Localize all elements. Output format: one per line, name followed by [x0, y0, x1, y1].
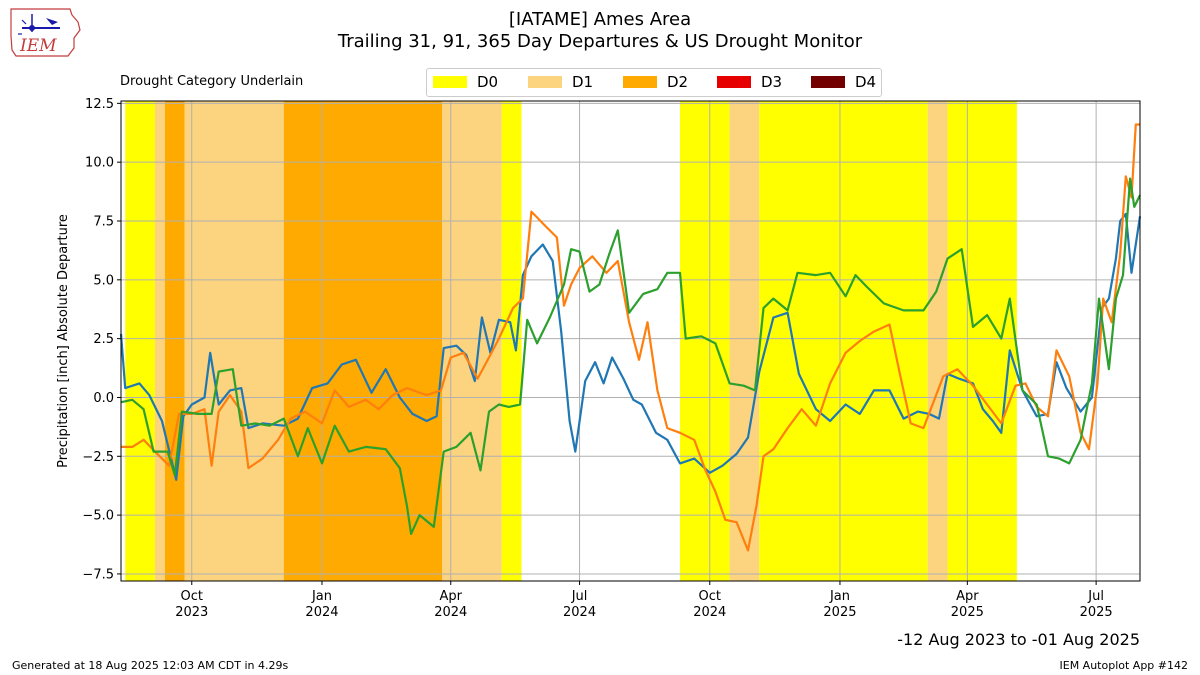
y-tick-label: −5.0	[82, 509, 114, 524]
x-tick-label-month: Jan	[829, 589, 850, 604]
legend-swatch-d0	[433, 76, 467, 88]
x-tick-label-year: 2025	[823, 605, 856, 620]
legend-swatch-d3	[717, 76, 751, 88]
x-tick-label-month: Jul	[1087, 589, 1104, 604]
y-tick-label: 5.0	[93, 273, 114, 288]
x-tick-label-year: 2024	[693, 605, 726, 620]
y-tick-label: 0.0	[93, 391, 114, 406]
x-tick-label-month: Apr	[440, 589, 463, 604]
chart-subtitle: Trailing 31, 91, 365 Day Departures & US…	[337, 31, 863, 52]
drought-band-d0	[501, 101, 522, 581]
underlain-label: Drought Category Underlain	[120, 74, 304, 89]
y-tick-label: 7.5	[93, 215, 114, 230]
x-tick-label-year: 2024	[563, 605, 596, 620]
legend-swatch-d2	[623, 76, 657, 88]
date-range: -12 Aug 2023 to -01 Aug 2025	[897, 630, 1140, 649]
legend-swatch-d4	[811, 76, 845, 88]
legend-label-d4: D4	[855, 73, 877, 91]
series-line-3	[120, 177, 1141, 536]
plot-frame	[120, 100, 1141, 582]
drought-band-d0	[680, 101, 730, 581]
drought-band-d2	[164, 101, 185, 581]
legend: D0 D1 D2 D3 D4	[426, 68, 882, 97]
drought-band-d0	[947, 101, 1017, 581]
drought-band-d1	[154, 101, 165, 581]
x-tick-label-month: Oct	[699, 589, 721, 604]
x-tick-label-year: 2024	[305, 605, 338, 620]
app-id: IEM Autoplot App #142	[1059, 659, 1189, 672]
drought-band-d1	[927, 101, 948, 581]
drought-band-d2	[283, 101, 443, 581]
iem-logo: IEM	[8, 6, 82, 58]
x-tick-label-month: Oct	[181, 589, 203, 604]
drought-bands	[125, 101, 1017, 581]
x-tick-label-month: Apr	[956, 589, 979, 604]
tick-labels: −7.5−5.0−2.50.02.55.07.510.012.5Oct2023J…	[56, 97, 1113, 620]
logo-text: IEM	[19, 36, 57, 56]
generated-note: Generated at 18 Aug 2025 12:03 AM CDT in…	[12, 659, 289, 672]
drought-band-d0	[759, 101, 928, 581]
legend-label-d0: D0	[477, 73, 499, 91]
legend-label-d1: D1	[572, 73, 594, 91]
drought-band-d1	[442, 101, 502, 581]
y-axis-label: Precipitation [inch] Absolute Departure	[56, 214, 71, 468]
y-tick-label: 12.5	[85, 97, 114, 112]
x-tick-label-year: 2023	[175, 605, 208, 620]
x-tick-label-year: 2024	[434, 605, 467, 620]
x-tick-label-month: Jan	[311, 589, 332, 604]
x-tick-label-year: 2025	[1080, 605, 1113, 620]
legend-label-d2: D2	[667, 73, 689, 91]
drought-band-d0	[125, 101, 155, 581]
x-tick-label-month: Jul	[571, 589, 588, 604]
axes	[120, 100, 1141, 582]
grid-lines	[121, 101, 1140, 581]
chart-title: [IATAME] Ames Area	[508, 9, 692, 30]
y-tick-label: −2.5	[82, 450, 114, 465]
y-tick-label: 2.5	[93, 332, 114, 347]
legend-swatch-d1	[528, 76, 562, 88]
legend-label-d3: D3	[761, 73, 783, 91]
y-tick-label: −7.5	[82, 567, 114, 582]
series-lines	[119, 123, 1142, 552]
drought-band-d1	[729, 101, 760, 581]
x-tick-label-year: 2025	[951, 605, 984, 620]
drought-band-d1	[184, 101, 284, 581]
y-tick-label: 10.0	[85, 156, 114, 171]
